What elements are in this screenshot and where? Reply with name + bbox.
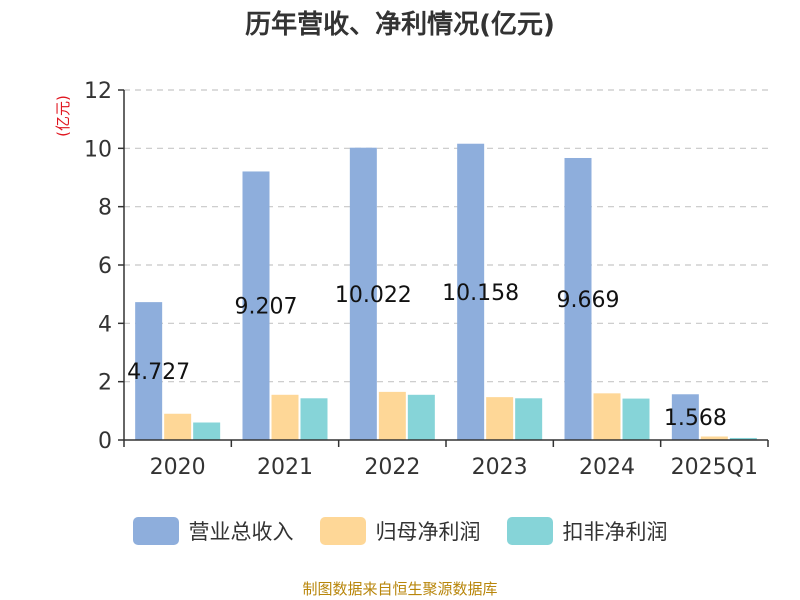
x-tick-label: 2021 (257, 455, 313, 480)
legend-label: 归母净利润 (375, 520, 481, 544)
bar (671, 394, 699, 440)
y-tick-label: 12 (84, 79, 112, 104)
legend-label: 营业总收入 (188, 520, 294, 544)
y-tick-label: 2 (98, 371, 112, 396)
bar (622, 398, 650, 440)
bar (457, 143, 485, 440)
bar (378, 391, 406, 440)
bar (271, 394, 299, 440)
data-label: 4.727 (127, 360, 190, 385)
data-labels: 4.727 9.207 10.022 10.158 9.669 1.568 (127, 281, 727, 431)
bar (564, 157, 592, 441)
chart-title: 历年营收、净利情况(亿元) (245, 10, 555, 40)
bar (300, 398, 328, 440)
legend-swatch (132, 517, 179, 545)
bar (593, 393, 621, 440)
bar (135, 302, 163, 440)
bar (486, 397, 514, 440)
x-axis: 2020 2021 2022 2023 2024 2025Q1 (123, 439, 769, 480)
bar (700, 436, 728, 440)
bar (193, 422, 221, 440)
grid-lines (124, 89, 768, 383)
y-tick-label: 6 (98, 254, 112, 279)
legend-item-deducted-net-profit[interactable]: 扣非净利润 (506, 516, 668, 546)
data-label: 1.568 (664, 406, 727, 431)
x-tick-label: 2025Q1 (671, 455, 758, 480)
x-tick-label: 2024 (579, 455, 635, 480)
bar (407, 394, 435, 440)
legend-label: 扣非净利润 (562, 520, 668, 544)
legend-swatch (506, 517, 553, 545)
y-tick-label: 10 (84, 137, 112, 162)
x-tick-label: 2022 (364, 455, 420, 480)
legend: 营业总收入 归母净利润 扣非净利润 (0, 516, 800, 546)
data-label: 10.022 (335, 283, 412, 308)
legend-item-net-profit[interactable]: 归母净利润 (319, 516, 481, 546)
y-tick-label: 4 (98, 312, 112, 337)
legend-swatch (319, 517, 366, 545)
x-tick-label: 2020 (150, 455, 206, 480)
data-label: 9.669 (557, 288, 620, 313)
footer-source: 制图数据来自恒生聚源数据库 (302, 580, 498, 598)
legend-item-revenue[interactable]: 营业总收入 (132, 516, 294, 546)
y-axis: 0 2 4 6 8 10 12 (84, 79, 125, 454)
bar (729, 437, 757, 440)
bar (242, 171, 270, 440)
x-tick-label: 2023 (472, 455, 528, 480)
bars (135, 143, 757, 441)
data-label: 10.158 (442, 281, 519, 306)
y-tick-label: 0 (98, 429, 112, 454)
y-tick-label: 8 (98, 196, 112, 221)
data-label: 9.207 (235, 295, 298, 320)
y-axis-label: (亿元) (54, 95, 72, 137)
bar (515, 398, 543, 440)
bar (164, 413, 192, 440)
bar (349, 147, 377, 441)
